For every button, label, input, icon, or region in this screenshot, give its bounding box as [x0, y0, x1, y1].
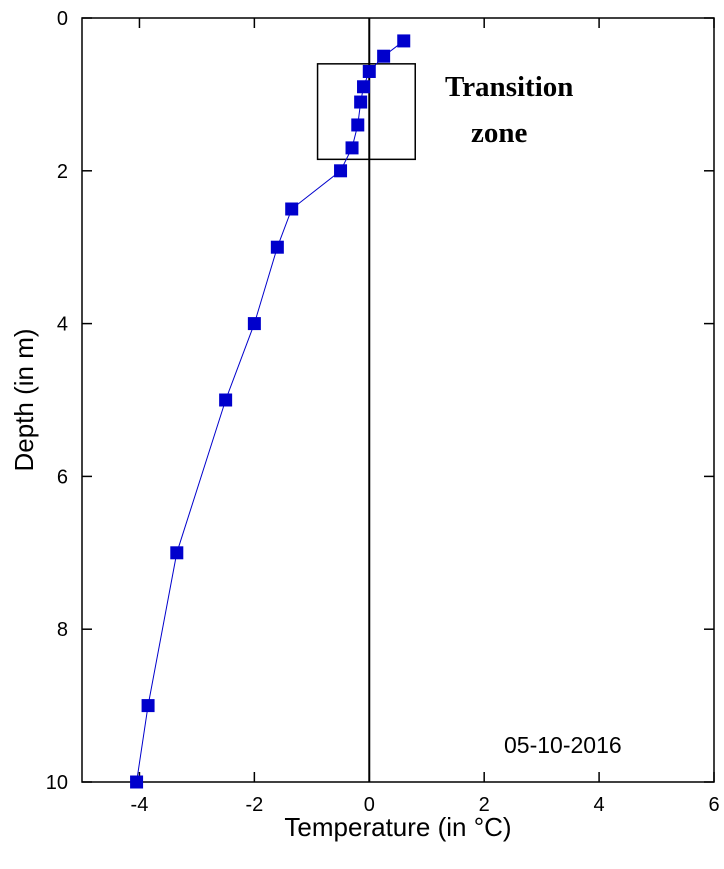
transition-zone-box — [316, 63, 416, 161]
y-tick-label: 4 — [57, 314, 68, 336]
data-point-marker — [285, 202, 299, 216]
x-axis-title: Temperature (in °C) — [284, 812, 511, 842]
data-point-marker — [130, 775, 144, 789]
data-point-marker — [362, 64, 376, 78]
x-tick-label: 4 — [594, 794, 605, 816]
axis-ticks — [82, 17, 715, 783]
plot-frame — [81, 17, 715, 783]
x-tick-label: -4 — [131, 794, 149, 816]
data-point-marker — [247, 317, 261, 331]
x-tick-label: -2 — [245, 794, 263, 816]
data-point-marker — [170, 546, 184, 560]
y-tick-label: 10 — [46, 772, 68, 794]
y-tick-label: 2 — [57, 161, 68, 183]
data-point-marker — [377, 49, 391, 63]
data-point-marker — [334, 164, 348, 178]
date-annotation: 05-10-2016 — [504, 732, 622, 758]
series-line — [136, 40, 405, 783]
zone-label: zone — [471, 117, 528, 149]
x-tick-label: 2 — [479, 794, 490, 816]
y-axis-title: Depth (in m) — [9, 328, 39, 471]
x-tick-label: 0 — [364, 794, 375, 816]
data-point-marker — [141, 699, 155, 713]
y-tick-label: 0 — [57, 8, 68, 30]
data-point-marker — [345, 141, 359, 155]
transition-label: Transition — [445, 71, 573, 103]
data-point-marker — [397, 34, 411, 48]
y-tick-label: 8 — [57, 619, 68, 641]
data-point-marker — [270, 240, 284, 254]
data-point-marker — [219, 393, 233, 407]
data-point-marker — [357, 80, 371, 94]
x-tick-label: 6 — [708, 794, 719, 816]
data-point-marker — [354, 95, 368, 109]
tick-labels: -4 -2 0 2 4 6 0 2 4 6 8 10 — [46, 8, 720, 816]
series-markers — [130, 34, 411, 789]
data-point-marker — [351, 118, 365, 132]
y-tick-label: 6 — [57, 466, 68, 488]
